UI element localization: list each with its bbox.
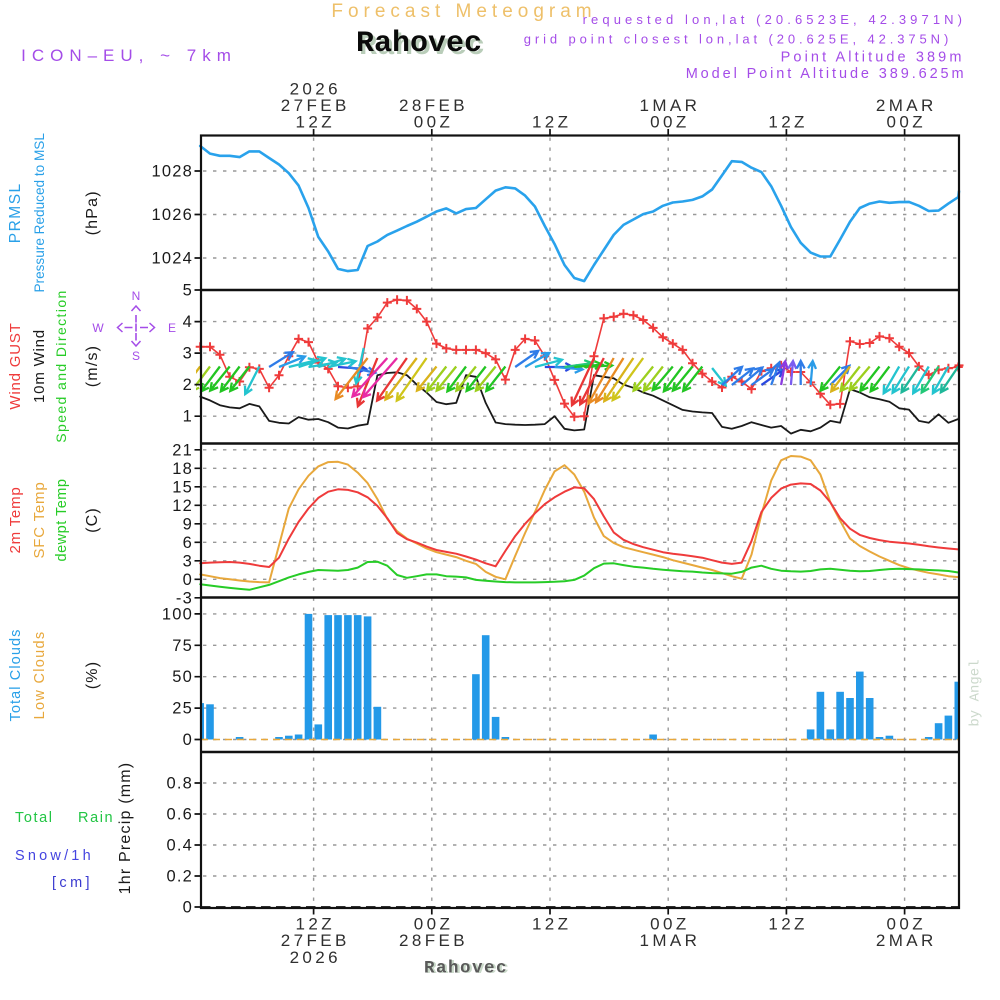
svg-text:ICON–EU, ~ 7km: ICON–EU, ~ 7km	[21, 46, 237, 65]
svg-text:requested lon,lat (20.6523E, 4: requested lon,lat (20.6523E, 42.3971N)	[583, 12, 966, 27]
svg-text:100: 100	[162, 605, 193, 623]
svg-text:25: 25	[172, 700, 193, 718]
svg-text:Speed and Direction: Speed and Direction	[53, 289, 69, 442]
svg-text:00Z: 00Z	[887, 112, 927, 131]
svg-text:1MAR: 1MAR	[639, 96, 700, 115]
svg-text:2026: 2026	[290, 80, 341, 99]
svg-text:(hPa): (hPa)	[84, 190, 101, 235]
svg-text:(%): (%)	[84, 661, 101, 689]
svg-text:12Z: 12Z	[768, 112, 808, 131]
svg-text:SFC Temp: SFC Temp	[31, 482, 48, 559]
svg-text:Rahovec: Rahovec	[426, 959, 510, 979]
svg-text:00Z: 00Z	[414, 112, 454, 131]
svg-text:28FEB: 28FEB	[399, 931, 468, 950]
svg-text:N: N	[132, 289, 141, 303]
svg-text:18: 18	[172, 460, 193, 478]
svg-text:Snow/1h: Snow/1h	[15, 848, 94, 864]
svg-text:4: 4	[183, 313, 193, 331]
svg-text:Rahovec: Rahovec	[359, 30, 485, 64]
svg-text:0: 0	[183, 571, 193, 589]
svg-text:3: 3	[183, 345, 193, 363]
svg-text:2MAR: 2MAR	[876, 96, 937, 115]
svg-text:28FEB: 28FEB	[399, 96, 468, 115]
svg-text:Pressure Reduced to MSL: Pressure Reduced to MSL	[32, 133, 47, 293]
svg-text:2MAR: 2MAR	[876, 931, 937, 950]
svg-text:Rain: Rain	[78, 810, 114, 826]
svg-text:Point Altitude 389m: Point Altitude 389m	[781, 50, 965, 66]
svg-text:00Z: 00Z	[414, 915, 454, 934]
svg-text:PRMSL: PRMSL	[7, 182, 24, 243]
svg-text:2026: 2026	[290, 948, 341, 967]
svg-text:0: 0	[183, 899, 193, 917]
svg-text:3: 3	[183, 552, 193, 570]
svg-text:-3: -3	[176, 589, 193, 607]
svg-text:1: 1	[183, 408, 193, 426]
svg-text:12Z: 12Z	[768, 915, 808, 934]
svg-text:12Z: 12Z	[296, 915, 336, 934]
svg-text:by Angel: by Angel	[968, 659, 984, 726]
svg-text:15: 15	[172, 478, 193, 496]
svg-text:6: 6	[183, 534, 193, 552]
svg-text:Rahovec: Rahovec	[424, 959, 508, 979]
svg-text:00Z: 00Z	[650, 112, 690, 131]
svg-text:9: 9	[183, 515, 193, 533]
svg-text:0.8: 0.8	[166, 775, 193, 793]
svg-text:00Z: 00Z	[887, 915, 927, 934]
svg-text:1026: 1026	[151, 206, 193, 224]
svg-text:10m Wind: 10m Wind	[31, 329, 48, 403]
svg-text:Total Clouds: Total Clouds	[8, 629, 24, 722]
svg-text:1028: 1028	[151, 163, 193, 181]
svg-text:Rahovec: Rahovec	[356, 27, 482, 61]
svg-text:2: 2	[183, 376, 193, 394]
svg-text:75: 75	[172, 637, 193, 655]
svg-text:1024: 1024	[151, 250, 193, 268]
svg-text:1hr Precip (mm): 1hr Precip (mm)	[117, 762, 134, 895]
svg-text:Low Clouds: Low Clouds	[32, 631, 48, 720]
svg-text:50: 50	[172, 668, 193, 686]
svg-text:S: S	[132, 349, 140, 363]
svg-text:21: 21	[172, 441, 193, 459]
svg-text:0.6: 0.6	[166, 806, 193, 824]
svg-text:00Z: 00Z	[650, 915, 690, 934]
svg-text:0.4: 0.4	[166, 837, 193, 855]
svg-text:Model Point Altitude 389.625m: Model Point Altitude 389.625m	[686, 66, 967, 82]
svg-text:12Z: 12Z	[532, 112, 572, 131]
svg-text:12Z: 12Z	[532, 915, 572, 934]
svg-text:0.2: 0.2	[166, 868, 193, 886]
svg-text:Total: Total	[15, 810, 54, 826]
svg-text:(m/s): (m/s)	[84, 345, 101, 387]
svg-text:Wind GUST: Wind GUST	[7, 322, 24, 409]
svg-text:27FEB: 27FEB	[281, 96, 350, 115]
svg-text:dewpt Temp: dewpt Temp	[54, 479, 70, 562]
svg-text:Forecast Meteogram: Forecast Meteogram	[331, 1, 596, 22]
svg-text:1MAR: 1MAR	[639, 931, 700, 950]
svg-text:W: W	[92, 321, 104, 335]
svg-text:2m Temp: 2m Temp	[7, 486, 24, 553]
svg-text:E: E	[168, 321, 176, 335]
svg-text:[cm]: [cm]	[52, 875, 93, 891]
svg-text:grid point closest lon,lat (20: grid point closest lon,lat (20.625E, 42.…	[524, 32, 952, 47]
svg-text:12Z: 12Z	[296, 112, 336, 131]
svg-text:(C): (C)	[84, 507, 101, 533]
svg-text:27FEB: 27FEB	[281, 931, 350, 950]
svg-text:5: 5	[183, 282, 193, 300]
svg-text:0: 0	[183, 731, 193, 749]
svg-text:12: 12	[172, 497, 193, 515]
